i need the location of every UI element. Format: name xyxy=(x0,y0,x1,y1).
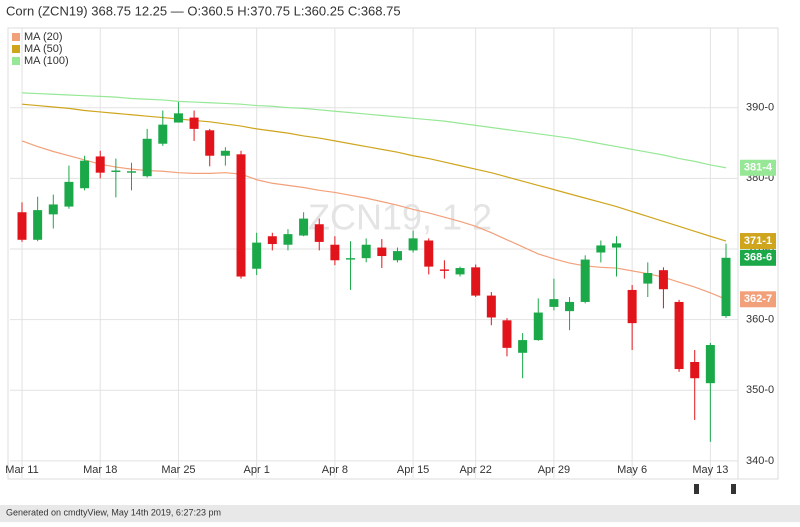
x-tick-label: May 13 xyxy=(692,464,728,476)
candle-body xyxy=(392,251,402,261)
price-badge-label: 362-7 xyxy=(744,293,772,305)
candle-body xyxy=(283,234,293,245)
candle-body xyxy=(705,345,715,384)
price-badge xyxy=(740,249,776,266)
candle-body xyxy=(173,113,183,123)
candle-body xyxy=(565,301,575,312)
candle-body xyxy=(439,269,449,271)
x-tick-label: Mar 18 xyxy=(83,464,117,476)
x-tick-label: Apr 22 xyxy=(459,464,491,476)
candle-body xyxy=(455,268,465,275)
candle-body xyxy=(48,204,58,215)
legend-swatch xyxy=(12,57,20,65)
price-badge xyxy=(740,291,776,308)
x-tick-label: Mar 11 xyxy=(5,464,38,476)
candle-body xyxy=(111,170,121,172)
candle-body xyxy=(17,212,27,240)
legend-label: MA (100) xyxy=(24,55,69,67)
scroll-handle[interactable] xyxy=(731,484,736,494)
legend-label: MA (20) xyxy=(24,31,63,43)
candle-body xyxy=(658,270,668,290)
x-tick-label: Apr 1 xyxy=(244,464,270,476)
y-tick-label: 360-0 xyxy=(746,314,774,326)
candle-body xyxy=(643,272,653,284)
candle-body xyxy=(408,238,418,251)
footer-bar xyxy=(0,505,800,522)
price-badge xyxy=(740,159,776,176)
candle-body xyxy=(518,340,528,353)
x-tick-label: Apr 8 xyxy=(322,464,348,476)
candle-body xyxy=(377,247,387,257)
candle-body xyxy=(314,224,324,242)
x-tick-label: May 6 xyxy=(617,464,647,476)
x-tick-label: Apr 29 xyxy=(538,464,570,476)
candle-body xyxy=(330,244,340,261)
legend-label: MA (50) xyxy=(24,43,63,55)
candle-body xyxy=(486,295,496,318)
candle-body xyxy=(580,259,590,302)
scroll-handle[interactable] xyxy=(694,484,699,494)
candle-body xyxy=(471,267,481,296)
legend-swatch xyxy=(12,45,20,53)
candle-body xyxy=(674,301,684,370)
y-tick-label: 390-0 xyxy=(746,102,774,114)
candle-body xyxy=(627,289,637,324)
candle-body xyxy=(64,181,74,207)
candle-body xyxy=(80,160,90,189)
candle-body xyxy=(721,257,731,317)
x-tick-label: Apr 15 xyxy=(397,464,429,476)
x-tick-label: Mar 25 xyxy=(161,464,195,476)
candle-body xyxy=(596,245,606,253)
candle-body xyxy=(33,210,43,240)
candle-body xyxy=(502,320,512,348)
candle-body xyxy=(424,240,434,267)
moving-average-line xyxy=(21,140,727,300)
footer: Generated on cmdtyView, May 14th 2019, 6… xyxy=(6,507,221,517)
price-badge-label: 371-1 xyxy=(744,235,772,247)
candle-body xyxy=(549,299,559,307)
candle-body xyxy=(252,242,262,269)
candle-body xyxy=(95,156,105,173)
candle-body xyxy=(361,244,371,259)
price-badge xyxy=(740,233,776,250)
plot-frame xyxy=(7,27,779,480)
candle-body xyxy=(127,171,137,173)
candle-body xyxy=(299,218,309,236)
candle-body xyxy=(142,138,152,177)
price-badge-label: 381-4 xyxy=(744,162,773,174)
legend-swatch xyxy=(12,33,20,41)
candle-body xyxy=(205,130,215,156)
candle-body xyxy=(158,124,168,144)
y-tick-label: 350-0 xyxy=(746,384,774,396)
candle-body xyxy=(611,243,621,248)
moving-average-line xyxy=(21,103,727,242)
candle-body xyxy=(267,236,277,245)
candle-body xyxy=(220,150,230,156)
candle-body xyxy=(346,258,356,260)
moving-average-line xyxy=(21,92,727,169)
candle-body xyxy=(533,312,543,341)
candle-body xyxy=(189,117,199,129)
price-badge-label: 368-6 xyxy=(744,252,772,264)
watermark: ZCN19, 1 2 xyxy=(308,197,492,238)
candle-body xyxy=(690,361,700,379)
y-tick-label: 340-0 xyxy=(746,455,774,467)
candle-body xyxy=(236,154,246,277)
chart-title: Corn (ZCN19) 368.75 12.25 — O:360.5 H:37… xyxy=(6,3,401,18)
